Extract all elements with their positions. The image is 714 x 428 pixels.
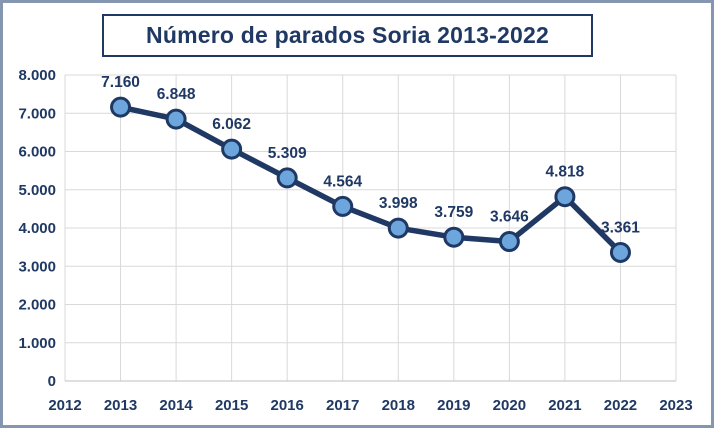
data-point-marker	[498, 231, 520, 253]
x-tick-label: 2022	[604, 397, 637, 414]
data-point-marker	[609, 241, 631, 263]
x-tick-label: 2020	[493, 397, 526, 414]
data-point-label: 7.160	[101, 74, 140, 91]
y-tick-label: 4.000	[18, 220, 56, 237]
x-tick-label: 2019	[437, 397, 470, 414]
y-tick-label: 1.000	[18, 335, 56, 352]
x-tick-label: 2023	[659, 397, 692, 414]
x-tick-label: 2012	[48, 397, 81, 414]
y-tick-label: 6.000	[18, 144, 56, 161]
y-tick-label: 8.000	[18, 67, 56, 84]
chart-title: Número de parados Soria 2013-2022	[146, 22, 549, 48]
data-point-label: 3.759	[434, 204, 473, 221]
y-tick-label: 2.000	[18, 297, 56, 314]
data-point-marker	[110, 96, 132, 118]
y-tick-label: 3.000	[18, 258, 56, 275]
x-tick-label: 2021	[548, 397, 581, 414]
x-tick-label: 2017	[326, 397, 359, 414]
series-line	[117, 104, 624, 256]
x-tick-label: 2016	[270, 397, 303, 414]
data-point-marker	[443, 226, 465, 248]
chart-svg: 0 1.000 2.000 3.000 4.000 5.000 6.000 7.000 8.00…	[18, 67, 692, 414]
data-point-marker	[221, 138, 243, 160]
data-point-marker	[387, 217, 409, 239]
y-tick-label: 0	[48, 373, 56, 390]
data-point-label: 4.564	[323, 173, 362, 190]
data-point-marker	[554, 186, 576, 208]
data-point-label: 4.818	[546, 164, 585, 181]
chart-title-box: Número de parados Soria 2013-2022	[102, 14, 593, 57]
data-point-marker	[165, 108, 187, 130]
x-tick-label: 2018	[382, 397, 415, 414]
data-point-label: 6.848	[157, 86, 196, 103]
data-point-label: 3.361	[601, 219, 640, 236]
y-tick-label: 5.000	[18, 182, 56, 199]
data-point-label: 3.646	[490, 209, 529, 226]
data-point-label: 3.998	[379, 195, 418, 212]
data-point-marker	[276, 167, 298, 189]
data-point-label: 5.309	[268, 145, 307, 162]
x-tick-label: 2014	[159, 397, 193, 414]
data-point-label: 6.062	[212, 116, 251, 133]
y-tick-label: 7.000	[18, 105, 56, 122]
x-tick-label: 2013	[104, 397, 137, 414]
x-tick-label: 2015	[215, 397, 248, 414]
data-point-marker	[332, 195, 354, 217]
